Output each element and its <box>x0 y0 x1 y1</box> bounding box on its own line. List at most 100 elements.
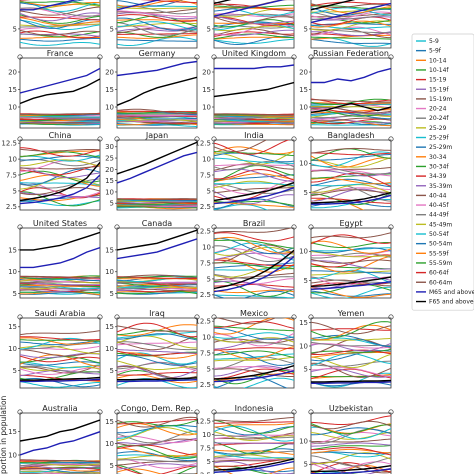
series-line-5-9 <box>20 41 100 46</box>
series-line-25-29m <box>20 361 100 366</box>
series-line-15-19m <box>311 117 391 122</box>
legend-frame <box>411 33 474 311</box>
series-line-20-24 <box>311 26 391 36</box>
y-tick-label: 10 <box>8 0 17 1</box>
subplot-title: Congo, Dem. Rep. <box>121 404 193 413</box>
series-line-45-49m <box>117 7 197 10</box>
series-line-25-29m <box>214 448 294 455</box>
legend-entry: 55-59f <box>416 250 449 257</box>
series-line-f65-and-above <box>20 376 100 381</box>
series-line-60-64m <box>311 147 391 154</box>
legend-entry: 15-19f <box>416 86 449 93</box>
y-tick-label: 25 <box>105 154 114 162</box>
series-line-60-64f <box>311 415 391 425</box>
series-line-5-9f <box>117 39 197 42</box>
y-tick-label: 15 <box>8 428 17 436</box>
y-tick-label: 15 <box>105 323 114 331</box>
series-line-60-64m <box>20 459 100 462</box>
legend-label: 15-19m <box>429 96 452 103</box>
series-line-25-29m <box>20 19 100 29</box>
legend-label: F65 and above <box>429 299 474 306</box>
series-line-55-59m <box>20 275 100 280</box>
series-line-30-34 <box>214 258 294 273</box>
subplot-india: 2.5 5 7.5 10 12.5 India <box>195 131 297 211</box>
series-line-60-64f <box>20 336 100 341</box>
series-line-m65-and-above <box>117 379 197 383</box>
axis-end-marker <box>194 136 200 142</box>
series-line-20-24 <box>311 276 391 286</box>
series-line-60-64m <box>214 228 294 234</box>
series-line-f65-and-above <box>311 0 356 11</box>
series-line-40-45f <box>117 10 197 18</box>
y-tick-label: 5 <box>207 275 211 283</box>
legend-label: 60-64f <box>429 270 449 277</box>
series-line-60-64m <box>20 330 100 336</box>
series-line-40-45f <box>20 463 100 467</box>
series-line-50-54m <box>20 0 85 6</box>
series-line-f65-and-above <box>214 249 294 290</box>
y-tick-label: 15 <box>105 418 114 426</box>
axis-end-marker <box>308 314 314 320</box>
series-line-40-44 <box>20 165 100 170</box>
series-line-25-29f <box>214 182 294 186</box>
series-line-m65-and-above <box>214 0 285 17</box>
series-line-20-24f <box>311 28 391 34</box>
series-line-34-39 <box>117 14 197 22</box>
series-line-40-45f <box>117 114 197 117</box>
legend-label: 10-14 <box>429 57 447 64</box>
series-line-5-9 <box>317 471 348 474</box>
y-tick-label: 12.5 <box>195 318 211 326</box>
series-line-10-14f <box>117 464 197 474</box>
series-group <box>214 0 294 46</box>
series-line-25-29f <box>214 118 294 123</box>
series-line-50-54m <box>117 424 197 434</box>
series-line-60-64f <box>117 276 197 279</box>
legend-entry: 34-39 <box>416 173 447 180</box>
legend-label: 15-19f <box>429 86 449 93</box>
legend-entry: 60-64m <box>416 279 452 286</box>
series-line-15-19 <box>117 465 197 474</box>
series-line-60-64f <box>214 421 294 424</box>
series-line-15-19m <box>214 458 294 462</box>
legend-label: 30-34f <box>429 163 449 170</box>
subplot-title: Saudi Arabia <box>35 309 86 318</box>
subplot-row1-2: 5 10 <box>105 0 198 49</box>
y-tick-label: 5 <box>304 277 308 285</box>
legend-label: 35-39m <box>429 183 452 190</box>
series-line-60-64m <box>117 108 197 115</box>
subplot-united-kingdom: 10 15 20 United Kingdom <box>202 49 297 129</box>
subplot-grid: 510510510510101520France101520Germany101… <box>1 0 394 474</box>
series-group <box>117 322 197 388</box>
series-line-5-9 <box>214 377 294 388</box>
series-line-60-64f <box>117 418 197 425</box>
subplot-title: Russian Federation <box>313 49 389 58</box>
legend-label: M65 and above <box>429 289 474 296</box>
series-line-60-64m <box>20 148 100 152</box>
series-line-55-59f <box>311 155 391 168</box>
series-line-50-54m <box>214 152 294 163</box>
legend-entry: 10-14f <box>416 67 449 74</box>
series-line-40-44 <box>117 438 197 447</box>
series-line-34-39 <box>20 164 100 176</box>
series-line-44-49f <box>214 245 294 262</box>
series-line-20-24f <box>20 286 100 291</box>
axis-end-marker <box>308 54 314 60</box>
series-line-20-24f <box>311 455 391 467</box>
series-line-60-64f <box>214 321 294 329</box>
axis-end-marker <box>114 409 120 415</box>
series-line-30-34 <box>117 19 197 21</box>
subplot-title: Yemen <box>337 309 365 318</box>
subplot-brazil: 2.5 5 7.5 10 12.5 Brazil <box>195 219 297 299</box>
series-line-60-64m <box>117 198 197 201</box>
series-line-35-39m <box>214 442 294 445</box>
axis-end-marker <box>308 136 314 142</box>
series-group <box>214 228 294 298</box>
series-line-40-44 <box>214 338 294 344</box>
subplot-row1-3: 5 10 <box>202 0 295 49</box>
series-line-50-54f <box>117 424 197 439</box>
series-line-25-29 <box>311 270 391 276</box>
series-line-f65-and-above <box>214 365 294 380</box>
subplot-china: 2.5 5 7.5 10 12.5 China <box>1 131 103 211</box>
series-group <box>20 0 100 46</box>
series-line-5-9f <box>311 38 391 45</box>
